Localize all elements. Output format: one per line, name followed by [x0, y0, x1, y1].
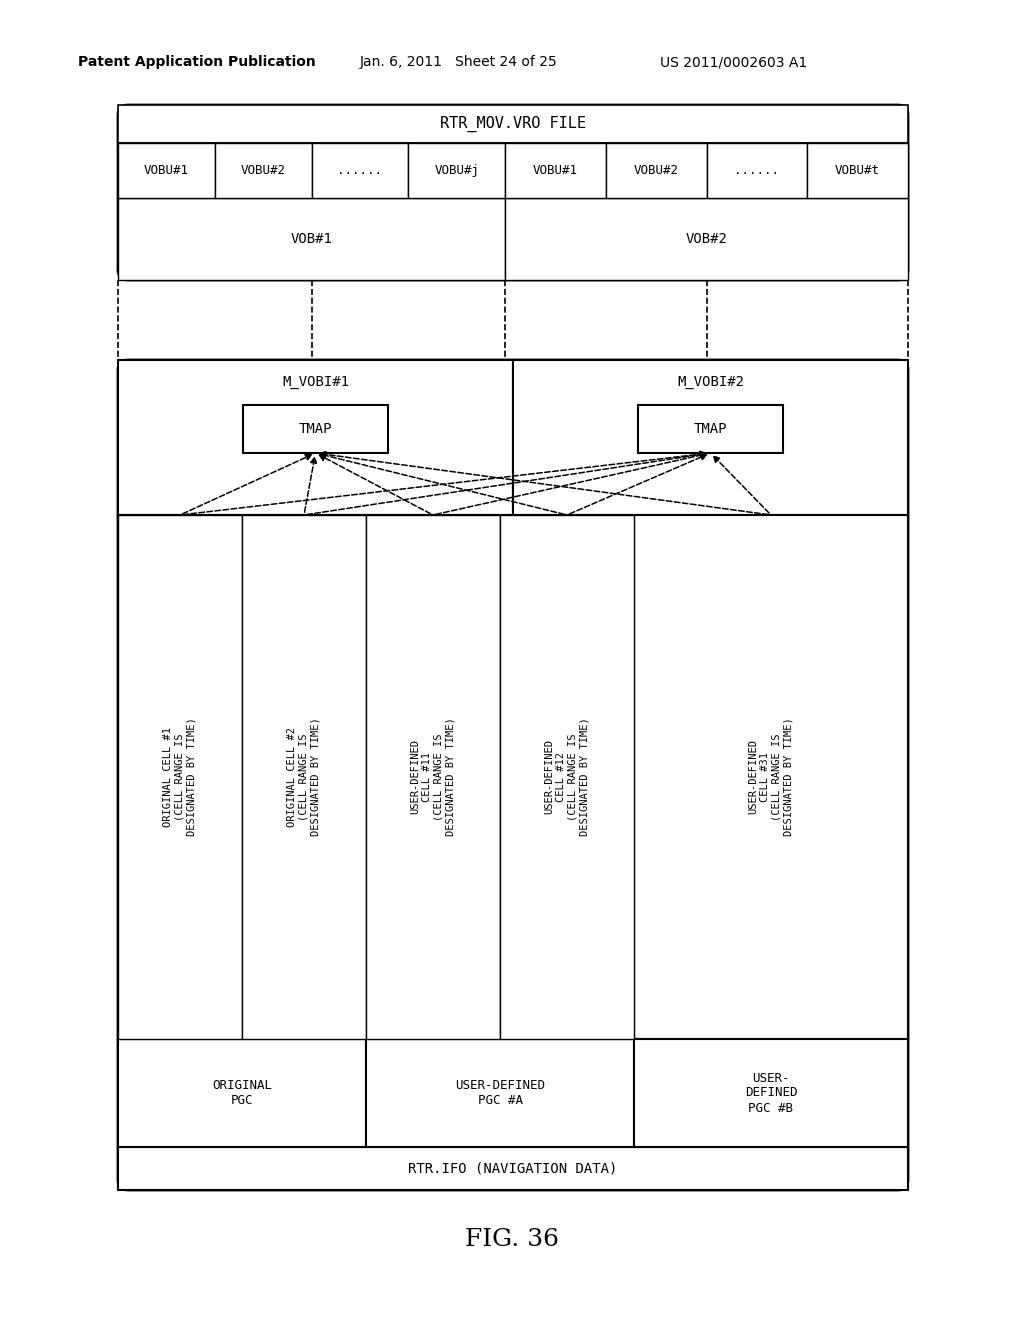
Text: USER-DEFINED
CELL #12
(CELL RANGE IS
DESIGNATED BY TIME): USER-DEFINED CELL #12 (CELL RANGE IS DES…: [545, 718, 590, 837]
Bar: [606, 143, 707, 198]
Bar: [242, 515, 366, 1039]
Text: VOBU#1: VOBU#1: [144, 164, 188, 177]
Text: ORIGINAL CELL #2
(CELL RANGE IS
DESIGNATED BY TIME): ORIGINAL CELL #2 (CELL RANGE IS DESIGNAT…: [288, 718, 321, 837]
Text: VOBU#2: VOBU#2: [634, 164, 679, 177]
Text: M_VOBI#1: M_VOBI#1: [282, 375, 349, 389]
Text: RTR_MOV.VRO FILE: RTR_MOV.VRO FILE: [440, 116, 586, 132]
Bar: [311, 143, 409, 198]
Bar: [118, 1039, 366, 1147]
Bar: [366, 515, 500, 1039]
Text: USER-DEFINED
PGC #A: USER-DEFINED PGC #A: [455, 1078, 545, 1107]
Bar: [118, 360, 513, 515]
Bar: [500, 515, 634, 1039]
Bar: [243, 405, 388, 453]
Text: VOBU#2: VOBU#2: [241, 164, 286, 177]
Bar: [215, 143, 311, 198]
Text: ......: ......: [338, 164, 382, 177]
Text: ......: ......: [734, 164, 779, 177]
FancyBboxPatch shape: [118, 106, 908, 280]
Bar: [707, 143, 807, 198]
Bar: [118, 143, 908, 198]
Text: USER-DEFINED
CELL #11
(CELL RANGE IS
DESIGNATED BY TIME): USER-DEFINED CELL #11 (CELL RANGE IS DES…: [411, 718, 456, 837]
Text: ORIGINAL
PGC: ORIGINAL PGC: [212, 1078, 272, 1107]
Bar: [505, 143, 606, 198]
Text: VOB#2: VOB#2: [686, 232, 727, 246]
Bar: [366, 515, 634, 1039]
Bar: [118, 515, 366, 1039]
Bar: [118, 198, 505, 280]
Bar: [366, 1039, 634, 1147]
Text: TMAP: TMAP: [299, 422, 332, 436]
Bar: [807, 143, 908, 198]
Text: Jan. 6, 2011   Sheet 24 of 25: Jan. 6, 2011 Sheet 24 of 25: [360, 55, 558, 69]
Text: VOBU#j: VOBU#j: [434, 164, 479, 177]
Text: RTR.IFO (NAVIGATION DATA): RTR.IFO (NAVIGATION DATA): [409, 1162, 617, 1176]
Text: USER-
DEFINED
PGC #B: USER- DEFINED PGC #B: [744, 1072, 798, 1114]
Text: VOBU#1: VOBU#1: [532, 164, 578, 177]
Text: US 2011/0002603 A1: US 2011/0002603 A1: [660, 55, 807, 69]
Text: Patent Application Publication: Patent Application Publication: [78, 55, 315, 69]
Bar: [118, 1147, 908, 1191]
Text: FIG. 36: FIG. 36: [465, 1229, 559, 1251]
Bar: [118, 515, 242, 1039]
Text: ORIGINAL CELL #1
(CELL RANGE IS
DESIGNATED BY TIME): ORIGINAL CELL #1 (CELL RANGE IS DESIGNAT…: [164, 718, 197, 837]
Bar: [118, 143, 215, 198]
Bar: [634, 515, 908, 1039]
Bar: [505, 198, 908, 280]
Text: VOB#1: VOB#1: [291, 232, 333, 246]
Bar: [634, 1039, 908, 1147]
Text: USER-DEFINED
CELL #31
(CELL RANGE IS
DESIGNATED BY TIME): USER-DEFINED CELL #31 (CELL RANGE IS DES…: [749, 718, 794, 837]
FancyBboxPatch shape: [118, 360, 908, 1191]
Bar: [409, 143, 505, 198]
Bar: [638, 405, 783, 453]
Text: M_VOBI#2: M_VOBI#2: [677, 375, 744, 389]
Bar: [513, 360, 908, 515]
Text: TMAP: TMAP: [693, 422, 727, 436]
Bar: [118, 106, 908, 143]
Text: VOBU#t: VOBU#t: [836, 164, 881, 177]
